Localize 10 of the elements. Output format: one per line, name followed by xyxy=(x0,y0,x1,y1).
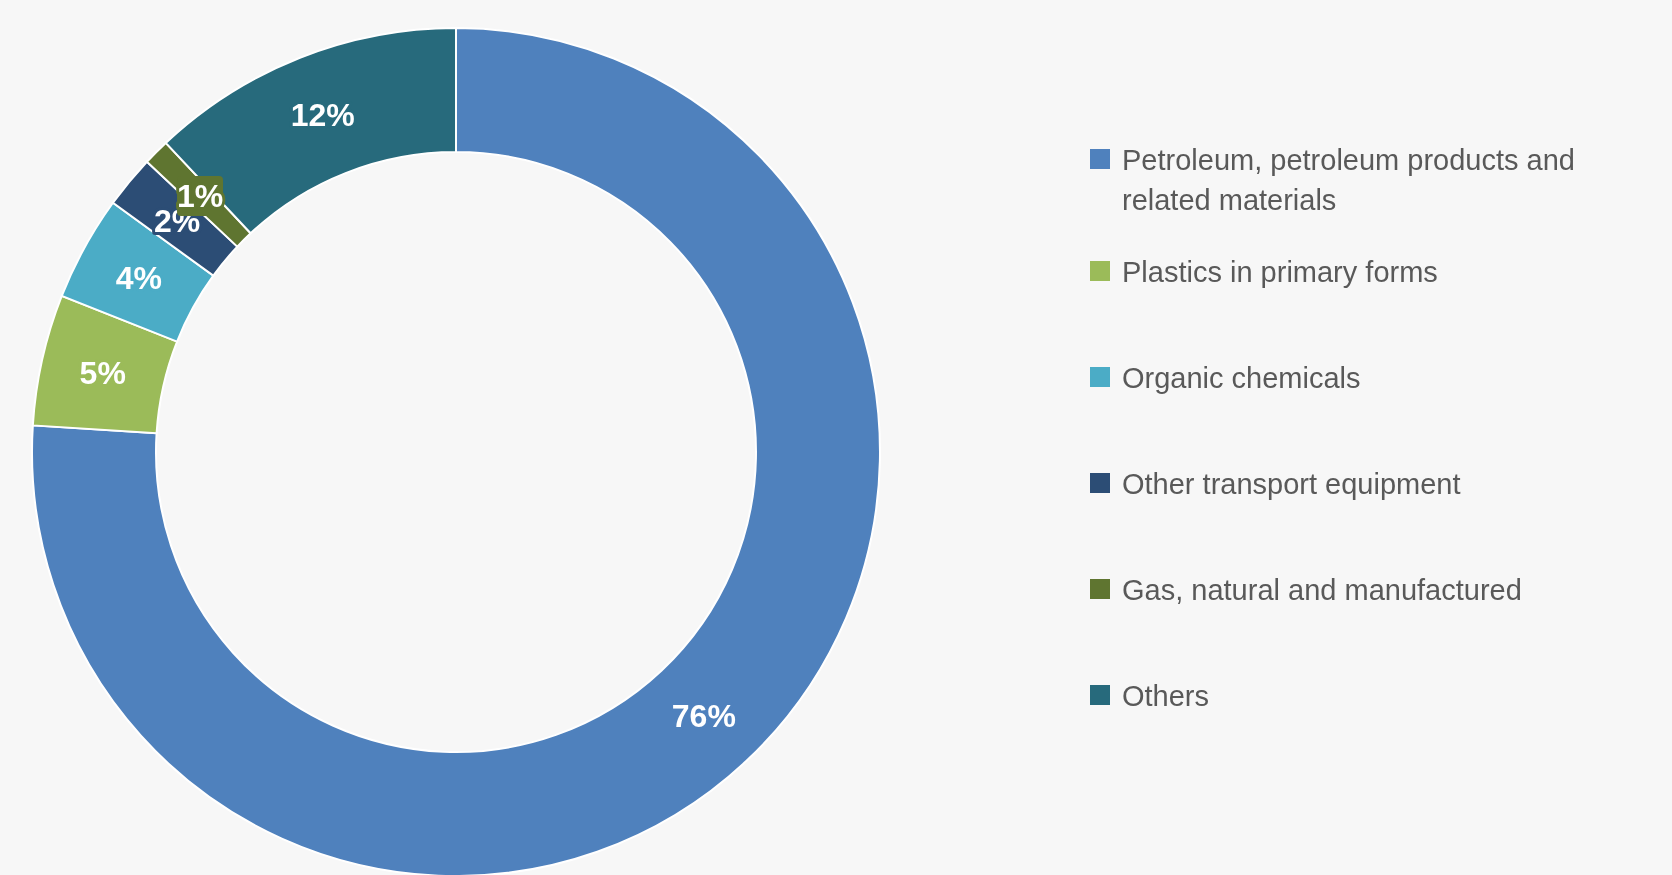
legend-label: Plastics in primary forms xyxy=(1122,255,1438,290)
data-label: 12% xyxy=(290,97,355,134)
legend-label: Others xyxy=(1122,679,1210,714)
legend-label: Other transport equipment xyxy=(1122,467,1461,502)
legend-label: Gas, natural and manufactured xyxy=(1122,573,1522,608)
data-label: 5% xyxy=(79,355,126,392)
data-label: 4% xyxy=(115,259,162,296)
legend-label: Petroleum, petroleum products and related materials xyxy=(1122,143,1576,218)
legend-label: Organic chemicals xyxy=(1122,361,1361,396)
data-label: 76% xyxy=(671,697,736,734)
